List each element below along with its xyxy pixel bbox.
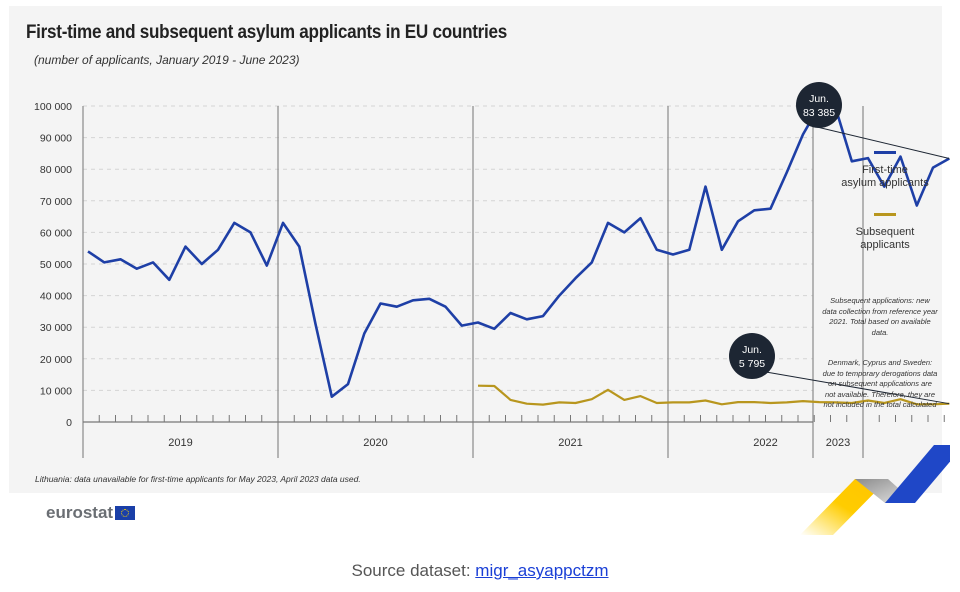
series-line-first-time bbox=[87, 104, 950, 399]
legend-item-subsequent: Subsequent applicants bbox=[830, 213, 940, 252]
chart-panel bbox=[9, 6, 942, 493]
y-tick-label: 0 bbox=[66, 417, 72, 429]
y-tick-label: 30 000 bbox=[40, 322, 72, 334]
legend-label: First-time bbox=[862, 164, 908, 176]
year-label: 2021 bbox=[558, 437, 582, 449]
source-dataset-link[interactable]: migr_asyappctzm bbox=[475, 561, 609, 580]
y-tick-label: 70 000 bbox=[40, 196, 72, 208]
callout-month: Jun. bbox=[742, 344, 762, 356]
year-label: 2022 bbox=[753, 437, 777, 449]
year-label: 2019 bbox=[168, 437, 192, 449]
series-line-subsequent bbox=[477, 384, 950, 406]
callout-leader bbox=[816, 126, 950, 159]
y-tick-label: 40 000 bbox=[40, 291, 72, 303]
callout-bubble bbox=[796, 82, 842, 128]
year-label: 2023 bbox=[826, 437, 850, 449]
y-tick-label: 80 000 bbox=[40, 164, 72, 176]
callout-value: 83 385 bbox=[803, 107, 835, 119]
source-line: Source dataset: migr_asyappctzm bbox=[0, 561, 960, 581]
footnote: Lithuania: data unavailable for first-ti… bbox=[35, 474, 361, 484]
note-derogations: Denmark, Cyprus and Sweden: due to tempo… bbox=[822, 358, 938, 409]
y-tick-label: 100 000 bbox=[34, 101, 72, 113]
eu-flag-icon bbox=[115, 506, 136, 520]
legend-swatch-first-time bbox=[874, 151, 896, 154]
chart-subtitle: (number of applicants, January 2019 - Ju… bbox=[34, 53, 300, 67]
y-tick-label: 20 000 bbox=[40, 354, 72, 366]
y-tick-label: 90 000 bbox=[40, 133, 72, 145]
legend-label: Subsequent bbox=[855, 226, 915, 238]
eurostat-logo: eurostat bbox=[46, 503, 136, 523]
legend-swatch-subsequent bbox=[874, 213, 896, 216]
callout-leader bbox=[765, 371, 950, 405]
y-tick-label: 10 000 bbox=[40, 385, 72, 397]
line-chart: 0 10 000 20 000 30 000 40 000 50 000 60 000 70 … bbox=[34, 82, 950, 458]
callout-bubble bbox=[729, 333, 775, 379]
note-subsequent: Subsequent applications: new data collec… bbox=[822, 296, 938, 337]
legend-label: asylum applicants bbox=[841, 177, 929, 189]
y-tick-label: 60 000 bbox=[40, 227, 72, 239]
year-label: 2020 bbox=[363, 437, 387, 449]
decorative-ribbon-icon bbox=[800, 445, 950, 535]
logo-text: eurostat bbox=[46, 503, 114, 522]
legend-item-first-time: First-time asylum applicants bbox=[830, 151, 940, 190]
callout-value: 5 795 bbox=[739, 358, 765, 370]
chart-title: First-time and subsequent asylum applica… bbox=[26, 22, 508, 43]
callout-month: Jun. bbox=[809, 93, 829, 105]
legend-label: applicants bbox=[860, 239, 910, 251]
y-tick-label: 50 000 bbox=[40, 259, 72, 271]
source-label: Source dataset: bbox=[351, 561, 471, 580]
